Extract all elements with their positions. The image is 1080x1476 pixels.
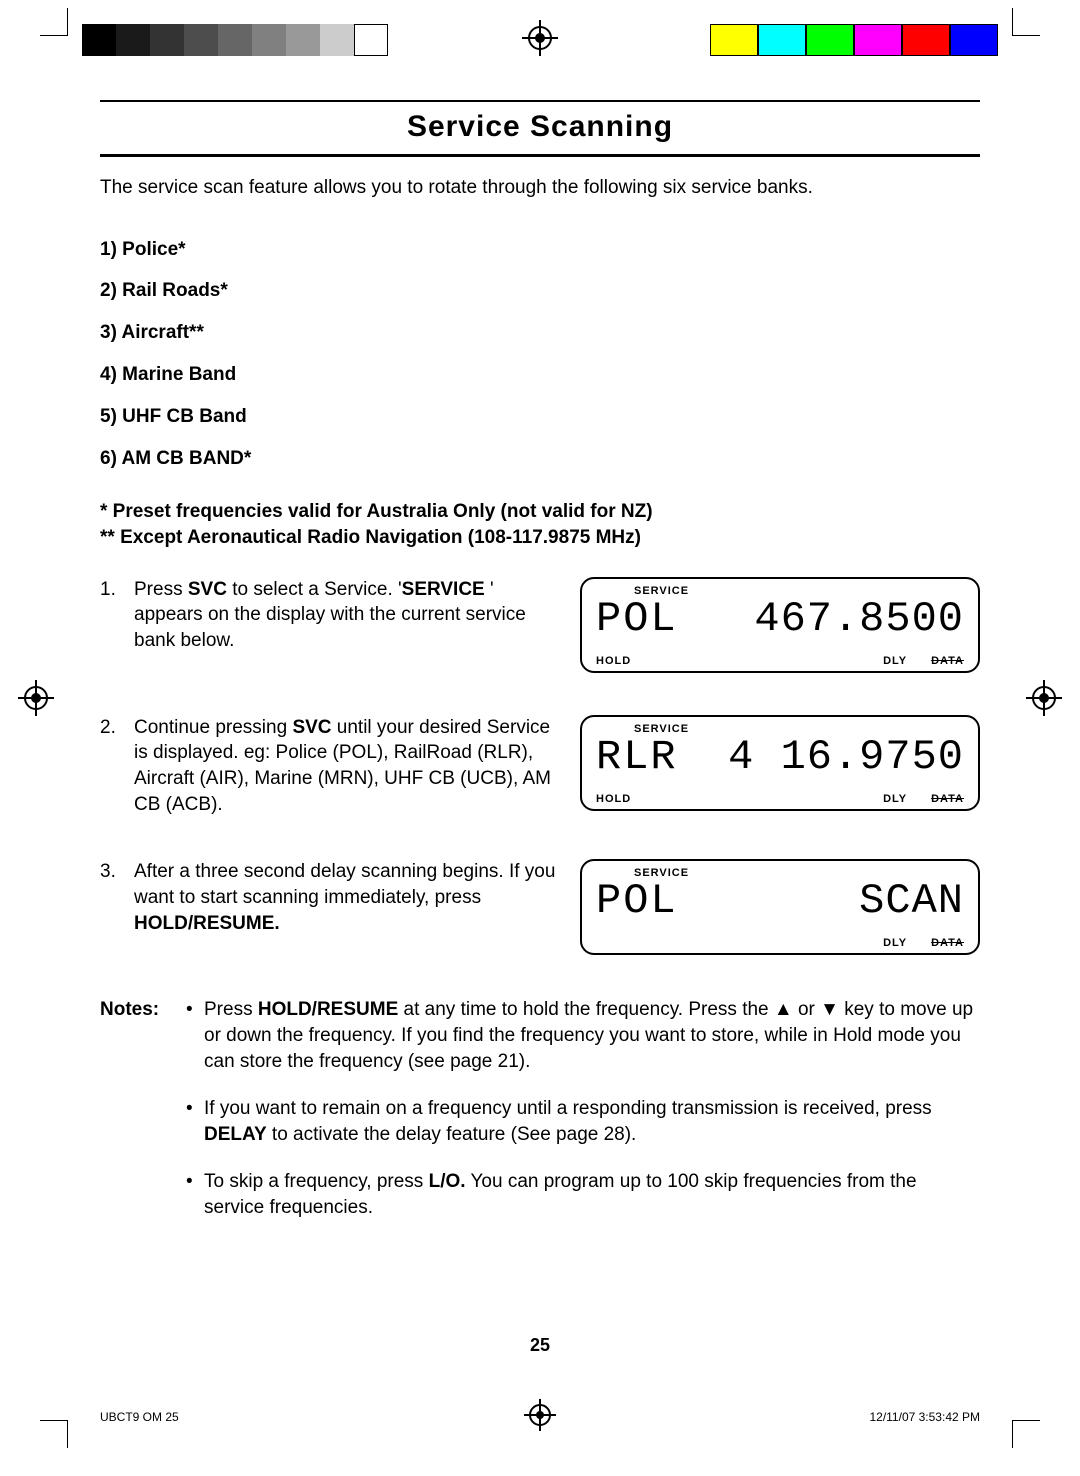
footer-filename: UBCT9 OM 25 (100, 1410, 179, 1424)
footnotes: * Preset frequencies valid for Australia… (100, 499, 980, 550)
lcd-display-3: SERVICE POL SCAN DLY DATA (580, 859, 980, 955)
steps-list: 1. Press SVC to select a Service. 'SERVI… (100, 577, 980, 956)
lcd-display-2: SERVICE RLR 4 16.9750 HOLD DLY DATA (580, 715, 980, 811)
footnote-2: ** Except Aeronautical Radio Navigation … (100, 525, 980, 551)
lcd-dly: DLY (883, 937, 907, 949)
step-body: Continue pressing SVC until your desired… (134, 715, 560, 818)
lcd-code: POL (596, 595, 678, 643)
lcd-display-1: SERVICE POL 467.8500 HOLD DLY DATA (580, 577, 980, 673)
bullet-icon: • (186, 997, 204, 1074)
bank-item: 2) Rail Roads* (100, 270, 980, 312)
registration-mark-left (18, 680, 54, 716)
step-3: 3. After a three second delay scanning b… (100, 859, 980, 955)
grayscale-swatches (82, 24, 388, 56)
lcd-hold: HOLD (596, 655, 631, 667)
lcd-data: DATA (931, 793, 964, 805)
title-underline (100, 154, 980, 157)
lcd-data: DATA (931, 937, 964, 949)
step-body: After a three second delay scanning begi… (134, 859, 560, 936)
lcd-data: DATA (931, 655, 964, 667)
crop-mark (40, 8, 68, 36)
registration-mark-top (522, 20, 558, 56)
page-content: Service Scanning The service scan featur… (100, 100, 980, 1356)
notes-label: Notes: (100, 997, 186, 1074)
bank-item: 4) Marine Band (100, 354, 980, 396)
lcd-dly: DLY (883, 793, 907, 805)
title-section: Service Scanning (100, 100, 980, 157)
notes-section: Notes: • Press HOLD/RESUME at any time t… (100, 997, 980, 1220)
lcd-dly: DLY (883, 655, 907, 667)
lcd-frequency: 467.8500 (754, 595, 964, 643)
footnote-1: * Preset frequencies valid for Australia… (100, 499, 980, 525)
bank-item: 5) UHF CB Band (100, 396, 980, 438)
step-number: 2. (100, 715, 134, 818)
lcd-code: RLR (596, 733, 678, 781)
lcd-code: POL (596, 877, 678, 925)
registration-mark-right (1026, 680, 1062, 716)
bullet-icon: • (186, 1169, 204, 1220)
note-2: If you want to remain on a frequency unt… (204, 1096, 980, 1147)
note-1: Press HOLD/RESUME at any time to hold th… (204, 997, 980, 1074)
step-number: 1. (100, 577, 134, 654)
step-2: 2. Continue pressing SVC until your desi… (100, 715, 980, 818)
lcd-hold: HOLD (596, 793, 631, 805)
step-body: Press SVC to select a Service. 'SERVICE … (134, 577, 560, 654)
intro-text: The service scan feature allows you to r… (100, 175, 980, 201)
print-footer: UBCT9 OM 25 12/11/07 3:53:42 PM (100, 1410, 980, 1424)
note-3: To skip a frequency, press L/O. You can … (204, 1169, 980, 1220)
crop-mark (1012, 8, 1040, 36)
crop-mark (1012, 1420, 1040, 1448)
footer-date: 12/11/07 3:53:42 PM (869, 1410, 980, 1424)
service-bank-list: 1) Police* 2) Rail Roads* 3) Aircraft** … (100, 229, 980, 480)
lcd-frequency: SCAN (859, 877, 964, 925)
bank-item: 1) Police* (100, 229, 980, 271)
step-number: 3. (100, 859, 134, 936)
page-number: 25 (100, 1335, 980, 1356)
crop-mark (40, 1420, 68, 1448)
bank-item: 6) AM CB BAND* (100, 438, 980, 480)
page-title: Service Scanning (100, 110, 980, 154)
lcd-frequency: 4 16.9750 (728, 733, 964, 781)
color-swatches (710, 24, 998, 56)
step-1: 1. Press SVC to select a Service. 'SERVI… (100, 577, 980, 673)
bank-item: 3) Aircraft** (100, 312, 980, 354)
bullet-icon: • (186, 1096, 204, 1147)
